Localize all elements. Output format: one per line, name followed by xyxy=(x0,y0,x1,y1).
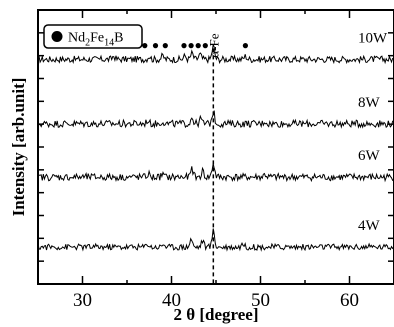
y-axis-title: Intensity [arb.unit] xyxy=(9,78,28,217)
x-axis-ticks: 30 40 50 60 xyxy=(37,10,394,311)
x-tick-label: 60 xyxy=(340,290,359,311)
x-tick-label: 30 xyxy=(73,290,92,311)
x-tick-label: 40 xyxy=(162,290,181,311)
phase-marker xyxy=(152,43,159,49)
series-label-6W: 6W xyxy=(358,148,381,164)
series-label-8W: 8W xyxy=(358,95,381,111)
phase-marker xyxy=(195,43,201,49)
phase-marker xyxy=(242,43,248,49)
phase-marker xyxy=(142,43,148,49)
alpha-fe-reference: α-Fe xyxy=(206,33,221,284)
xrd-trace-4W xyxy=(37,228,394,252)
legend-box xyxy=(43,24,143,49)
xrd-trace-6W xyxy=(37,163,394,183)
xrd-trace-10W xyxy=(37,44,394,65)
legend: Nd2Fe14B xyxy=(43,24,143,49)
legend-marker xyxy=(51,31,63,42)
phase-marker xyxy=(162,43,168,49)
series-label-4W: 4W xyxy=(358,218,381,234)
xrd-traces xyxy=(37,44,394,252)
phase-marker xyxy=(181,43,187,49)
x-axis-title: 2 θ [degree] xyxy=(173,305,258,324)
phase-marker xyxy=(202,43,208,49)
x-tick-label: 50 xyxy=(251,290,270,311)
reference-line-label: α-Fe xyxy=(206,33,221,57)
xrd-trace-8W xyxy=(37,110,394,129)
phase-marker xyxy=(188,43,194,49)
legend-label: Nd2Fe14B xyxy=(68,31,123,49)
y-axis-ticks xyxy=(38,32,394,262)
series-label-10W: 10W xyxy=(358,30,388,46)
series-labels: 10W 8W 6W 4W xyxy=(358,30,388,234)
